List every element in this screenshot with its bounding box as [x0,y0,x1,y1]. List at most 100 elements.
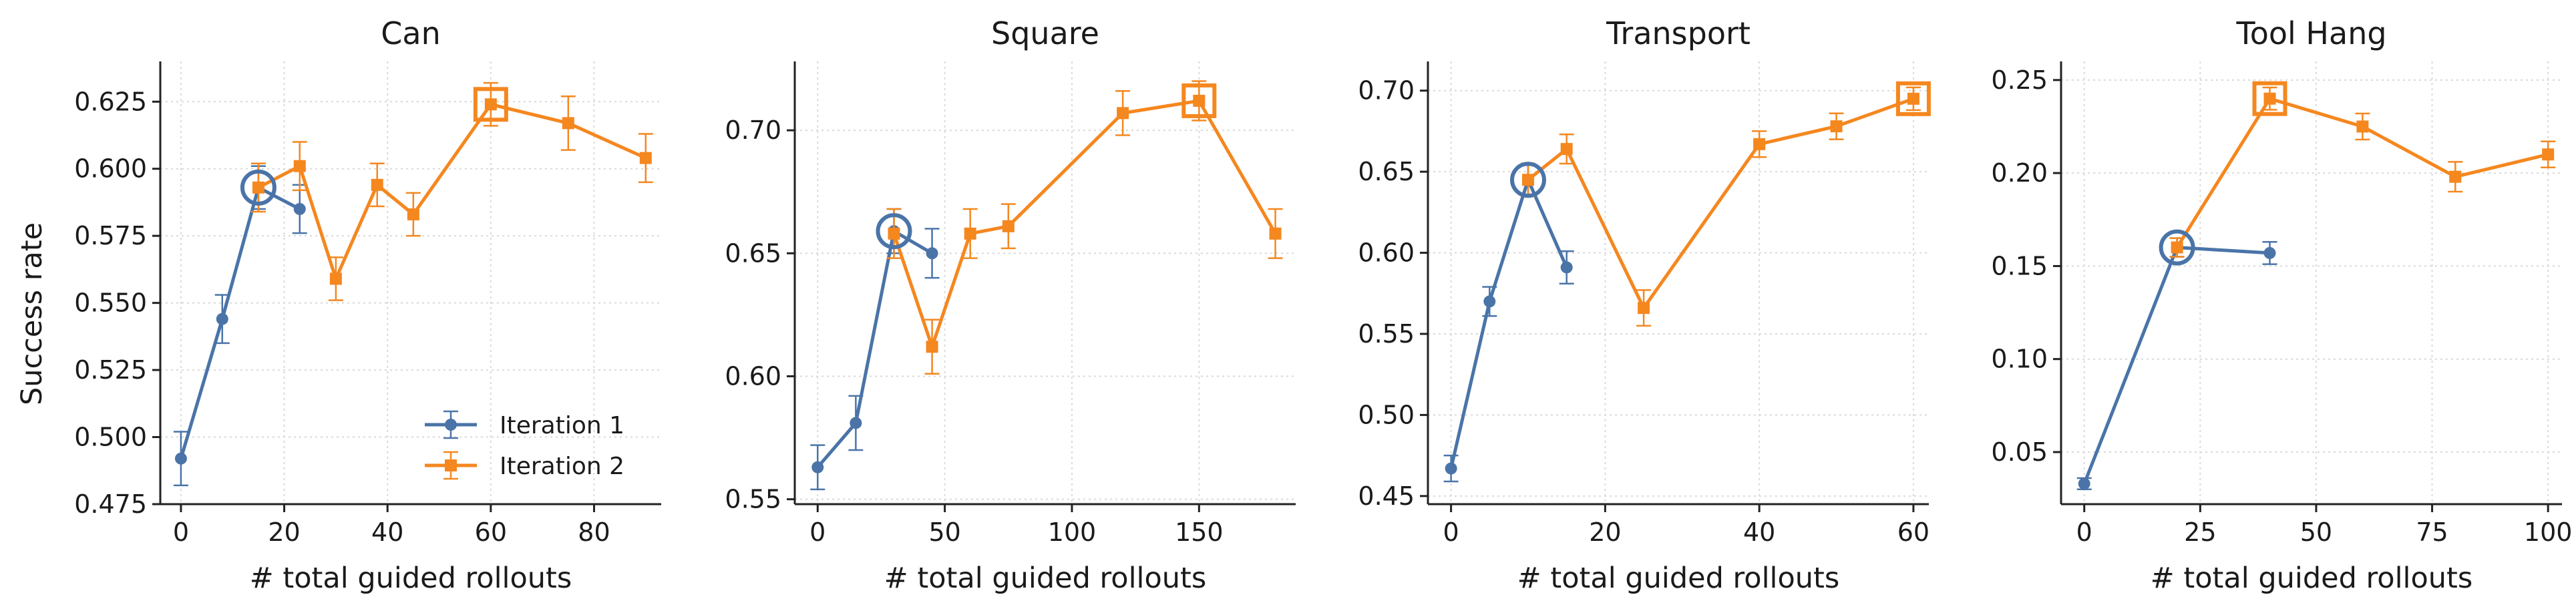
data-point [1193,94,1206,107]
data-point [1269,227,1282,240]
data-point [1907,92,1919,105]
data-point [484,98,497,111]
series-iteration-2 [250,81,653,301]
y-axis-label: Success rate [15,222,49,405]
y-tick-label: 0.25 [1991,65,2048,95]
data-point [1753,138,1766,150]
data-point [216,313,228,325]
x-tick-label: 80 [578,518,610,547]
x-axis-label: # total guided rollouts [250,562,572,595]
data-point [2078,477,2090,490]
y-tick-label: 0.45 [1358,481,1415,511]
series-iteration-1 [810,208,940,491]
x-axis-label: # total guided rollouts [884,562,1207,595]
x-axis-label: # total guided rollouts [2151,562,2473,595]
legend-label: Iteration 1 [500,412,624,439]
x-tick-label: 0 [1443,518,1459,547]
y-tick-label: 0.20 [1991,158,2048,188]
x-tick-label: 40 [371,518,403,547]
data-point [1445,462,1457,475]
panel-tool-hang: 0.05 0.10 0.15 0.20 0.25 0 25 50 75 100 Tool Hang #… [1991,15,2572,595]
x-tick-label: 0 [173,518,189,547]
x-tick-label: 50 [2300,518,2332,547]
series-iteration-1 [2076,237,2277,490]
highlight-square [2252,81,2287,116]
data-point [811,461,824,473]
series-line [257,102,647,280]
legend: Iteration 1 Iteration 2 [425,410,624,480]
x-tick-label: 25 [2184,518,2216,547]
series-iteration-2 [2169,86,2556,258]
data-point [562,117,574,130]
data-point [1483,295,1496,308]
y-tick-label: 0.65 [725,238,781,268]
highlight-square [1895,81,1931,116]
y-tick-label: 0.525 [74,355,147,385]
data-point [639,152,652,164]
y-tick-label: 0.55 [725,485,781,514]
x-tick-label: 150 [1175,518,1224,547]
highlight-circle [876,213,912,250]
data-point [2449,170,2462,183]
y-tick-label: 0.05 [1991,437,2048,467]
y-tick-label: 0.60 [1358,238,1415,268]
y-tick-label: 0.70 [725,116,781,145]
legend-label: Iteration 2 [500,453,624,480]
data-point [2356,120,2369,133]
y-tick-label: 0.65 [1358,157,1415,186]
data-point [329,272,342,285]
data-point [850,417,862,429]
data-point [1638,302,1650,315]
series-iteration-2 [886,80,1283,375]
highlight-circle [240,169,277,206]
data-point [926,341,938,353]
chart-title: Can [381,15,440,51]
legend-item: Iteration 1 [425,410,624,439]
highlight-circle [2159,229,2195,266]
chart-title: Tool Hang [2235,15,2386,51]
data-point [1002,220,1015,232]
y-tick-label: 0.625 [74,87,147,116]
series-line [179,186,301,459]
data-point [2263,92,2276,105]
data-point [1830,120,1843,133]
y-tick-label: 0.60 [725,361,781,391]
x-tick-label: 60 [475,518,507,547]
data-point [293,160,306,172]
y-tick-label: 0.55 [1358,319,1415,349]
data-point [964,227,976,240]
x-tick-label: 40 [1743,518,1775,547]
series-line [1527,97,1914,310]
x-tick-label: 60 [1897,518,1929,547]
data-point [1560,143,1573,156]
highlight-square [473,87,508,122]
series-iteration-1 [1443,164,1574,483]
highlight-square [1181,83,1217,118]
data-point [926,247,938,260]
panel-square: 0.55 0.60 0.65 0.70 0 50 100 150 Square # total g… [725,15,1296,595]
x-tick-label: 0 [2076,518,2092,547]
data-point [174,452,187,465]
x-tick-label: 75 [2416,518,2448,547]
legend-marker [445,459,457,471]
data-point [407,208,419,221]
y-tick-label: 0.15 [1991,251,2048,280]
panel-transport: 0.45 0.50 0.55 0.60 0.65 0.70 0 20 40 60 Transport… [1358,15,1931,595]
y-tick-label: 0.50 [1358,400,1415,429]
x-tick-label: 20 [1589,518,1621,547]
series-line [1449,178,1568,469]
series-iteration-2 [1521,86,1921,327]
legend-item: Iteration 2 [425,451,624,480]
data-point [1560,261,1573,274]
series-line [2082,246,2270,485]
x-tick-label: 100 [1048,518,1097,547]
y-tick-label: 0.575 [74,221,147,250]
x-tick-label: 100 [2524,518,2573,547]
chart-title: Transport [1606,15,1751,51]
y-tick-label: 0.600 [74,154,147,184]
data-point [293,203,306,215]
y-tick-label: 0.10 [1991,345,2048,374]
y-tick-label: 0.70 [1358,76,1415,106]
data-point [1117,107,1129,120]
x-tick-label: 20 [268,518,300,547]
